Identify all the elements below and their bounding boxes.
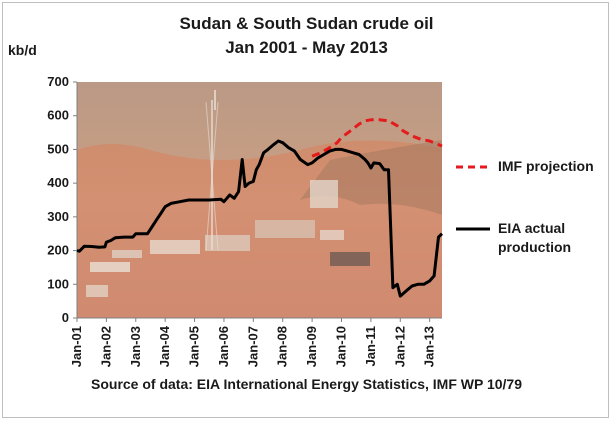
legend [456, 165, 490, 231]
oil-field-photo [77, 82, 442, 318]
x-axis-ticks: Jan-01 Jan-02 Jan-03 Jan-04 Jan-05 Jan-06 Jan-… [69, 318, 437, 367]
y-tick-label: 200 [47, 243, 69, 258]
chart-title: Sudan & South Sudan crude oil [179, 14, 434, 33]
chart-subtitle: Jan 2001 - May 2013 [225, 38, 388, 57]
x-tick-label: Jan-03 [128, 326, 143, 367]
y-axis-unit-label: kb/d [8, 42, 37, 58]
legend-imf-label: IMF projection [498, 158, 594, 174]
legend-eia-label-line2: production [498, 239, 572, 255]
y-tick-label: 0 [62, 310, 69, 325]
x-tick-label: Jan-10 [333, 326, 348, 367]
y-tick-label: 100 [47, 276, 69, 291]
y-tick-label: 300 [47, 209, 69, 224]
y-tick-label: 500 [47, 141, 69, 156]
y-axis-ticks: 0 100 200 300 400 500 600 700 [47, 74, 77, 325]
x-tick-label: Jan-13 [422, 326, 437, 367]
source-note: Source of data: EIA International Energy… [91, 376, 522, 392]
axes [76, 82, 442, 319]
x-tick-label: Jan-04 [157, 325, 172, 367]
y-tick-label: 700 [47, 74, 69, 89]
y-tick-label: 400 [47, 175, 69, 190]
x-tick-label: Jan-01 [69, 326, 84, 367]
y-tick-label: 600 [47, 108, 69, 123]
x-tick-label: Jan-07 [245, 326, 260, 367]
series-line-eia-actual [76, 139, 444, 298]
legend-eia-label-line1: EIA actual [498, 220, 566, 236]
x-tick-label: Jan-12 [392, 326, 407, 367]
x-tick-label: Jan-06 [216, 326, 231, 367]
x-tick-label: Jan-08 [275, 326, 290, 367]
series-layer [76, 118, 444, 298]
x-tick-label: Jan-02 [98, 326, 113, 367]
x-tick-label: Jan-09 [304, 326, 319, 367]
x-tick-label: Jan-11 [363, 326, 378, 366]
series-line-imf-projection [311, 118, 443, 158]
x-tick-label: Jan-05 [187, 326, 202, 367]
